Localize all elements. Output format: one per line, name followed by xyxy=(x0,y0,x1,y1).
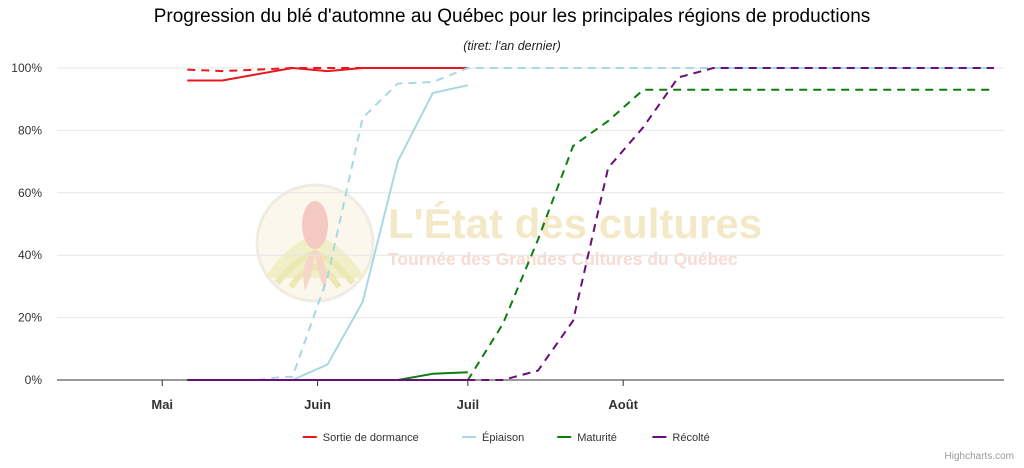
series-line-0-current-year xyxy=(187,67,468,82)
legend-item-2[interactable]: Maturité xyxy=(577,432,617,444)
corn-field-logo-icon xyxy=(247,183,383,308)
series-line-7-previous-year xyxy=(187,67,994,381)
y-tick-label: 100% xyxy=(11,61,42,75)
highcharts-credit[interactable]: Highcharts.com xyxy=(944,451,1014,462)
y-tick-label: 60% xyxy=(18,186,42,200)
x-tick-label: Juin xyxy=(304,397,331,412)
y-tick-label: 40% xyxy=(18,248,42,262)
watermark-subtitle: Tournée des Grandes Cultures du Québec xyxy=(388,249,738,269)
y-tick-label: 80% xyxy=(18,123,42,137)
series-line-2-current-year xyxy=(187,84,469,381)
series-line-3-previous-year xyxy=(187,67,994,381)
legend-item-3[interactable]: Récolté xyxy=(672,432,709,444)
legend-item-0[interactable]: Sortie de dormance xyxy=(323,432,419,444)
chart-subtitle: (tiret: l'an dernier) xyxy=(463,39,561,53)
x-tick-label: Août xyxy=(608,397,638,412)
legend-item-1[interactable]: Épiaison xyxy=(482,431,524,444)
watermark-title: L'État des cultures xyxy=(388,200,763,247)
x-tick-label: Mai xyxy=(151,397,173,412)
y-tick-label: 20% xyxy=(18,311,42,325)
series-line-4-current-year xyxy=(187,371,468,381)
y-tick-label: 0% xyxy=(25,373,43,387)
chart-title: Progression du blé d'automne au Québec p… xyxy=(153,6,871,27)
x-tick-label: Juil xyxy=(457,397,479,412)
series-line-5-previous-year xyxy=(187,88,994,381)
series-line-1-previous-year xyxy=(187,67,468,73)
